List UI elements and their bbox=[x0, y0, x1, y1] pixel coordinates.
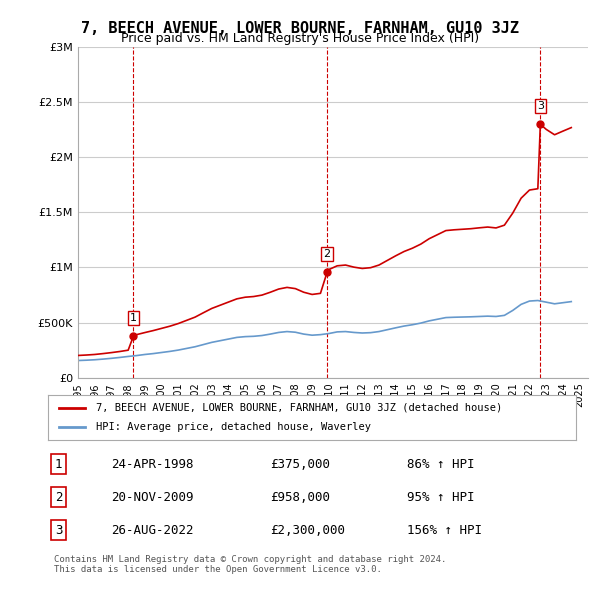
Text: 20-NOV-2009: 20-NOV-2009 bbox=[112, 490, 194, 504]
Text: Contains HM Land Registry data © Crown copyright and database right 2024.
This d: Contains HM Land Registry data © Crown c… bbox=[54, 555, 446, 574]
Text: 3: 3 bbox=[55, 523, 62, 537]
Text: 1: 1 bbox=[130, 313, 137, 323]
Text: 1: 1 bbox=[55, 457, 62, 471]
Text: 3: 3 bbox=[537, 101, 544, 111]
Text: 2: 2 bbox=[55, 490, 62, 504]
Text: 86% ↑ HPI: 86% ↑ HPI bbox=[407, 457, 475, 471]
Text: HPI: Average price, detached house, Waverley: HPI: Average price, detached house, Wave… bbox=[95, 422, 371, 432]
Text: Price paid vs. HM Land Registry's House Price Index (HPI): Price paid vs. HM Land Registry's House … bbox=[121, 32, 479, 45]
Text: 7, BEECH AVENUE, LOWER BOURNE, FARNHAM, GU10 3JZ (detached house): 7, BEECH AVENUE, LOWER BOURNE, FARNHAM, … bbox=[95, 403, 502, 412]
Text: £958,000: £958,000 bbox=[270, 490, 330, 504]
Text: 95% ↑ HPI: 95% ↑ HPI bbox=[407, 490, 475, 504]
Text: 156% ↑ HPI: 156% ↑ HPI bbox=[407, 523, 482, 537]
Text: 7, BEECH AVENUE, LOWER BOURNE, FARNHAM, GU10 3JZ: 7, BEECH AVENUE, LOWER BOURNE, FARNHAM, … bbox=[81, 21, 519, 35]
Text: £2,300,000: £2,300,000 bbox=[270, 523, 345, 537]
Text: 24-APR-1998: 24-APR-1998 bbox=[112, 457, 194, 471]
Text: 2: 2 bbox=[323, 249, 331, 259]
Text: 26-AUG-2022: 26-AUG-2022 bbox=[112, 523, 194, 537]
Text: £375,000: £375,000 bbox=[270, 457, 330, 471]
